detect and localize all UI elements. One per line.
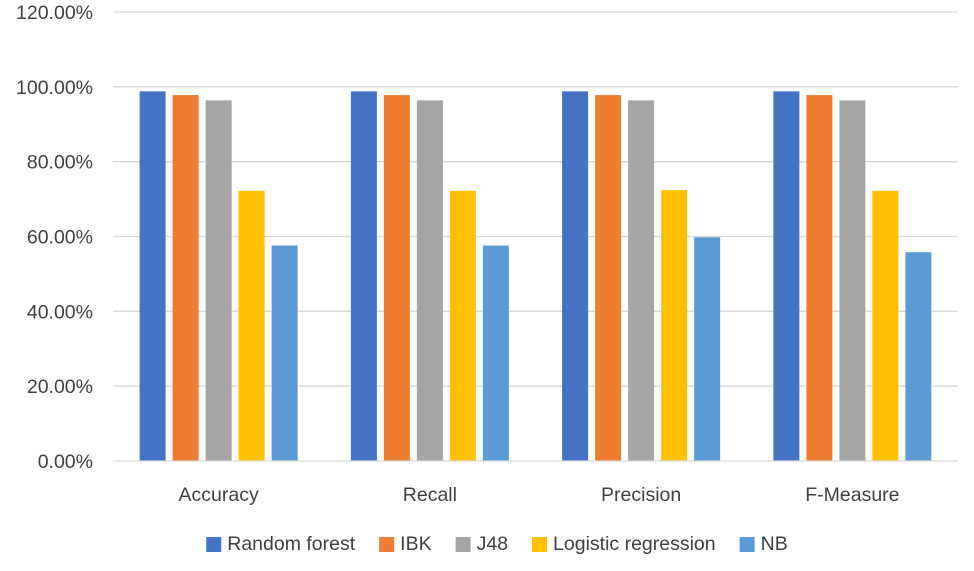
- bar: [872, 190, 899, 461]
- bar: [139, 91, 166, 461]
- bar: [773, 91, 800, 461]
- bar: [172, 95, 199, 461]
- bar: [205, 100, 232, 461]
- y-tick-label: 80.00%: [27, 152, 93, 174]
- bar: [238, 190, 265, 461]
- legend-label: Random forest: [227, 533, 355, 555]
- bar: [449, 190, 476, 461]
- bar: [350, 91, 377, 461]
- legend-swatch: [206, 537, 222, 552]
- y-tick-label: 100.00%: [16, 77, 93, 99]
- legend-swatch: [739, 537, 755, 552]
- legend-label: Logistic regression: [553, 533, 716, 555]
- bar: [628, 100, 655, 461]
- y-tick-label: 120.00%: [16, 2, 93, 24]
- bar: [661, 190, 688, 461]
- bar: [271, 245, 298, 461]
- x-axis-tick-labels: Accuracy Recall Precision F-Measure: [179, 484, 900, 506]
- bar: [383, 95, 410, 461]
- y-tick-label: 20.00%: [27, 376, 93, 398]
- x-tick-label: Accuracy: [179, 484, 259, 506]
- legend-swatch: [455, 537, 471, 552]
- bar: [905, 252, 932, 461]
- legend-label: NB: [761, 533, 788, 555]
- bar: [562, 91, 589, 461]
- bar: [839, 100, 866, 461]
- bar: [595, 95, 622, 461]
- legend-label: J48: [477, 533, 508, 555]
- x-tick-label: F-Measure: [805, 484, 899, 506]
- y-tick-label: 0.00%: [38, 451, 93, 473]
- bar: [694, 237, 721, 461]
- x-tick-label: Precision: [601, 484, 681, 506]
- legend-label: IBK: [400, 533, 431, 555]
- bars: [139, 91, 932, 461]
- legend-swatch: [532, 537, 548, 552]
- y-axis-tick-labels: 0.00% 20.00% 40.00% 60.00% 80.00% 100.00% 120.…: [16, 2, 93, 473]
- bar: [806, 95, 833, 461]
- bar: [482, 245, 509, 461]
- y-tick-label: 60.00%: [27, 227, 93, 249]
- y-tick-label: 40.00%: [27, 301, 93, 323]
- x-tick-label: Recall: [403, 484, 457, 506]
- bar: [416, 100, 443, 461]
- legend-swatch: [379, 537, 395, 552]
- legend: Random forest IBK J48 Logistic regression NB: [206, 533, 788, 555]
